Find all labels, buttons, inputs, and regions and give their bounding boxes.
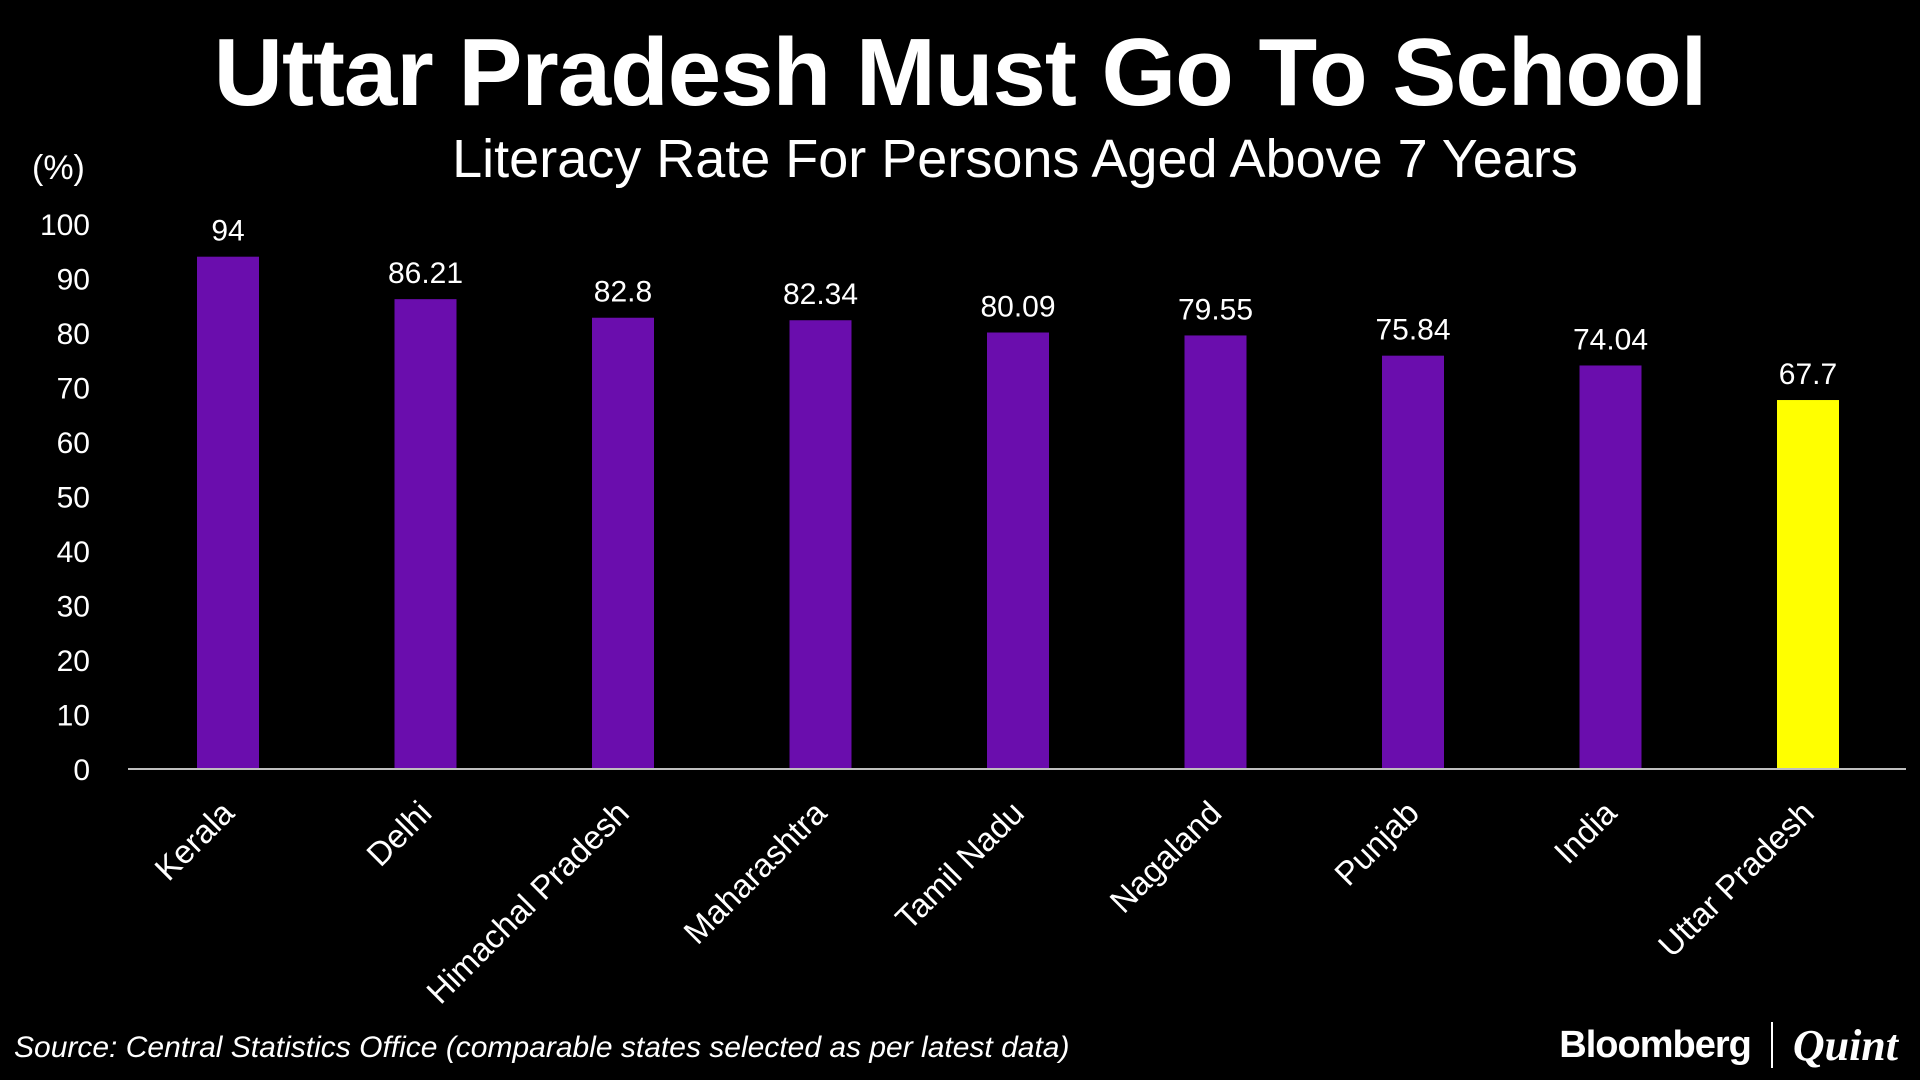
- data-label: 94: [211, 215, 244, 248]
- x-tick-label: Tamil Nadu: [888, 794, 1031, 937]
- y-tick-label: 10: [57, 700, 90, 733]
- data-label: 86.21: [388, 257, 463, 290]
- data-label: 82.34: [783, 278, 858, 311]
- x-tick-label: Nagaland: [1102, 794, 1228, 920]
- bar-india: [1579, 365, 1642, 769]
- y-tick-label: 100: [40, 209, 90, 242]
- chart-title: Uttar Pradesh Must Go To School: [213, 19, 1708, 126]
- bar-maharashtra: [789, 320, 852, 769]
- data-label: 82.8: [594, 276, 652, 309]
- brand-divider: [1770, 1022, 1773, 1068]
- x-tick-label: Maharashtra: [676, 793, 834, 951]
- bar-chart: 0 10 20 30 40 50 60 70 80 90 100 94 Kerala 86.21 Delhi…: [40, 209, 1906, 1010]
- data-label: 75.84: [1375, 314, 1450, 347]
- source-note: Source: Central Statistics Office (compa…: [14, 1031, 1070, 1064]
- x-tick-label: Delhi: [359, 794, 438, 873]
- x-tick-label: Kerala: [147, 793, 241, 887]
- x-tick-label: Himachal Pradesh: [419, 794, 636, 1010]
- bar-himachal-pradesh: [592, 317, 654, 769]
- y-tick-label: 60: [57, 427, 90, 460]
- data-label: 80.09: [980, 291, 1055, 324]
- data-label: 79.55: [1178, 293, 1253, 326]
- y-tick-label: 90: [57, 264, 90, 297]
- brand-quint: Quint: [1792, 1020, 1898, 1070]
- y-tick-label: 50: [57, 482, 90, 515]
- y-axis-label: (%): [32, 149, 85, 187]
- brand-bloomberg: Bloomberg: [1559, 1023, 1752, 1066]
- data-label: 74.04: [1573, 323, 1648, 356]
- x-tick-label: Uttar Pradesh: [1651, 794, 1821, 964]
- chart-subtitle: Literacy Rate For Persons Aged Above 7 Y…: [452, 129, 1578, 189]
- bar-punjab: [1382, 355, 1444, 769]
- x-tick-label: India: [1547, 793, 1624, 870]
- bar-delhi: [394, 299, 457, 769]
- y-tick-label: 0: [73, 754, 90, 787]
- y-tick-label: 30: [57, 591, 90, 624]
- y-tick-label: 20: [57, 645, 90, 678]
- y-tick-label: 70: [57, 373, 90, 406]
- bar-kerala: [197, 256, 259, 769]
- brand-logo: Bloomberg Quint: [1559, 1020, 1898, 1070]
- x-tick-label: Punjab: [1327, 794, 1426, 893]
- y-tick-label: 40: [57, 536, 90, 569]
- y-tick-label: 80: [57, 318, 90, 351]
- bar-uttar-pradesh: [1777, 400, 1839, 769]
- data-label: 67.7: [1779, 358, 1837, 391]
- bar-nagaland: [1184, 335, 1247, 769]
- bar-tamil-nadu: [987, 332, 1049, 769]
